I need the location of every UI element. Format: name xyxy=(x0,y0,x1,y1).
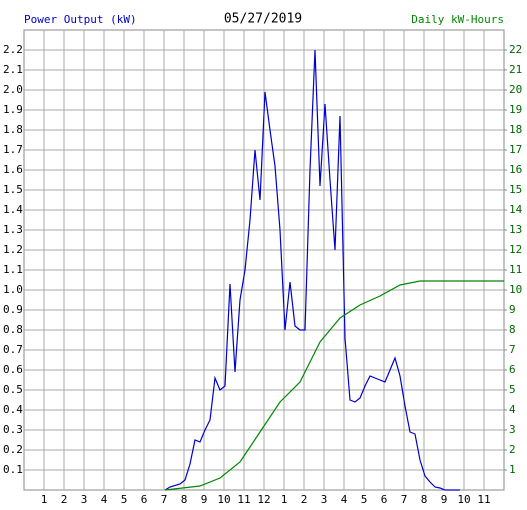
y-tick-label: 0.2 xyxy=(3,443,23,456)
y-tick-label: 1.1 xyxy=(3,263,23,276)
y2-tick-label: 9 xyxy=(509,303,516,316)
y2-tick-label: 22 xyxy=(509,43,522,56)
y-tick-label: 1.2 xyxy=(3,243,23,256)
y-tick-label: 2.1 xyxy=(3,63,23,76)
y2-tick-label: 11 xyxy=(509,263,522,276)
x-tick-label: 11 xyxy=(237,493,250,506)
y-tick-label: 1.5 xyxy=(3,183,23,196)
x-tick-label: 3 xyxy=(321,493,328,506)
x-tick-label: 6 xyxy=(381,493,388,506)
series-line xyxy=(164,280,504,491)
y-tick-label: 1.4 xyxy=(3,203,23,216)
y2-tick-label: 2 xyxy=(509,443,516,456)
x-tick-label: 6 xyxy=(141,493,148,506)
x-tick-label: 5 xyxy=(121,493,128,506)
x-tick-label: 10 xyxy=(217,493,230,506)
y-tick-label: 0.4 xyxy=(3,403,23,416)
y2-tick-label: 19 xyxy=(509,103,522,116)
y2-tick-label: 21 xyxy=(509,63,522,76)
x-tick-label: 4 xyxy=(101,493,108,506)
y2-tick-label: 17 xyxy=(509,143,522,156)
x-tick-label: 8 xyxy=(421,493,428,506)
y-tick-label: 0.3 xyxy=(3,423,23,436)
x-tick-label: 10 xyxy=(457,493,470,506)
x-tick-label: 2 xyxy=(61,493,68,506)
y2-tick-label: 13 xyxy=(509,223,522,236)
y-axis-title: Power Output (kW) xyxy=(24,13,137,26)
y2-tick-label: 7 xyxy=(509,343,516,356)
y2-tick-label: 6 xyxy=(509,363,516,376)
x-tick-label: 9 xyxy=(441,493,448,506)
y2-tick-label: 5 xyxy=(509,383,516,396)
x-tick-label: 1 xyxy=(41,493,48,506)
x-tick-label: 7 xyxy=(161,493,168,506)
y-tick-label: 0.6 xyxy=(3,363,23,376)
x-tick-label: 5 xyxy=(361,493,368,506)
y2-tick-label: 1 xyxy=(509,463,516,476)
y2-tick-label: 20 xyxy=(509,83,522,96)
y-tick-label: 0.1 xyxy=(3,463,23,476)
y-tick-label: 1.0 xyxy=(3,283,23,296)
y-tick-label: 1.6 xyxy=(3,163,23,176)
y2-tick-label: 14 xyxy=(509,203,523,216)
x-tick-label: 1 xyxy=(281,493,288,506)
y2-tick-label: 10 xyxy=(509,283,522,296)
y-tick-label: 1.7 xyxy=(3,143,23,156)
y-tick-label: 2.0 xyxy=(3,83,23,96)
series-line xyxy=(164,49,460,491)
y-tick-label: 0.9 xyxy=(3,303,23,316)
x-tick-label: 11 xyxy=(477,493,490,506)
y-tick-label: 0.7 xyxy=(3,343,23,356)
y2-tick-label: 12 xyxy=(509,243,522,256)
y-tick-label: 1.8 xyxy=(3,123,23,136)
y2-tick-label: 15 xyxy=(509,183,522,196)
y2-axis-title: Daily kW-Hours xyxy=(411,13,504,26)
y-tick-label: 2.2 xyxy=(3,43,23,56)
y-tick-label: 0.8 xyxy=(3,323,23,336)
x-tick-label: 12 xyxy=(257,493,270,506)
y2-tick-label: 8 xyxy=(509,323,516,336)
x-tick-label: 8 xyxy=(181,493,188,506)
x-tick-label: 7 xyxy=(401,493,408,506)
y2-tick-label: 3 xyxy=(509,423,516,436)
x-tick-label: 3 xyxy=(81,493,88,506)
x-tick-label: 2 xyxy=(301,493,308,506)
y2-tick-label: 18 xyxy=(509,123,522,136)
chart-title: 05/27/2019 xyxy=(224,12,302,27)
y-tick-label: 0.5 xyxy=(3,383,23,396)
y-tick-label: 1.3 xyxy=(3,223,23,236)
y-tick-label: 1.9 xyxy=(3,103,23,116)
y2-tick-label: 4 xyxy=(509,403,516,416)
x-tick-label: 4 xyxy=(341,493,348,506)
x-tick-label: 9 xyxy=(201,493,208,506)
y2-tick-label: 16 xyxy=(509,163,522,176)
